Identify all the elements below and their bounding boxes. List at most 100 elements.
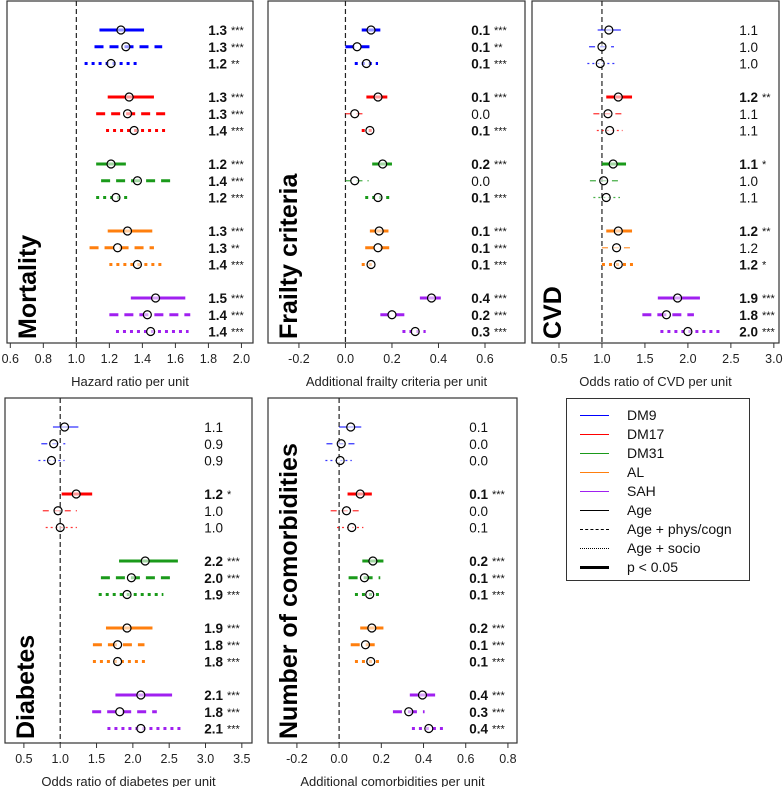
significance-stars: *** — [227, 690, 241, 702]
estimate-label: 1.0 — [739, 40, 758, 55]
significance-stars: * — [762, 159, 767, 171]
point-estimate — [49, 439, 59, 449]
estimate-label: 1.9 — [204, 588, 223, 603]
point-estimate — [140, 556, 150, 566]
estimate-label: 1.1 — [739, 124, 758, 139]
legend-swatch — [580, 529, 609, 530]
significance-stars: *** — [231, 226, 245, 238]
estimate-label: 1.8 — [204, 638, 223, 653]
row-dm9-model-2: 0.9 — [41, 437, 223, 452]
estimate-label: 1.4 — [208, 174, 227, 189]
legend: DM9 DM17 DM31 AL SAH Age Age + phys/cogn… — [566, 398, 750, 581]
row-dm31-model-2: 2.0 *** — [100, 571, 241, 586]
significance-stars: *** — [494, 25, 508, 37]
point-estimate — [106, 58, 116, 69]
estimate-label: 2.2 — [204, 554, 223, 569]
legend-label: DM31 — [627, 445, 665, 461]
significance-stars: *** — [492, 623, 506, 635]
estimate-label: 0.1 — [469, 420, 488, 435]
estimate-label: 0.1 — [471, 90, 490, 105]
row-dm9-model-2: 0.0 — [326, 437, 488, 452]
row-sah-model-3: 0.4 *** — [411, 722, 506, 737]
row-dm31-model-2: 0.1 *** — [348, 571, 506, 586]
x-tick-label: 3.5 — [233, 752, 250, 766]
row-dm9-model-3: 1.2 ** — [84, 57, 240, 72]
point-estimate — [59, 422, 70, 432]
significance-stars: *** — [231, 126, 245, 138]
point-estimate — [603, 109, 613, 119]
row-sah-model-1: 1.9 *** — [657, 291, 776, 306]
significance-stars: *** — [494, 92, 508, 104]
point-estimate — [46, 455, 57, 466]
significance-stars: ** — [494, 42, 503, 54]
point-estimate — [129, 125, 139, 136]
x-tick-label: 0.4 — [415, 752, 432, 766]
significance-stars: *** — [762, 327, 776, 339]
row-al-model-1: 1.3 *** — [107, 224, 245, 239]
estimate-label: 2.0 — [204, 571, 223, 586]
point-estimate — [373, 92, 383, 102]
row-dm31-model-1: 2.2 *** — [119, 554, 241, 569]
estimate-label: 0.0 — [471, 107, 490, 122]
point-estimate — [360, 640, 371, 650]
row-dm9-model-3: 0.1 *** — [354, 57, 508, 72]
significance-stars: *** — [227, 590, 241, 602]
significance-stars: *** — [494, 126, 508, 138]
row-sah-model-2: 0.2 *** — [380, 308, 508, 323]
x-tick-label: 1.5 — [636, 352, 653, 366]
significance-stars: *** — [492, 724, 506, 736]
point-estimate — [613, 226, 623, 236]
estimate-label: 1.0 — [204, 504, 223, 519]
legend-swatch — [580, 472, 609, 473]
point-estimate — [410, 326, 420, 337]
panel-title: Mortality — [14, 235, 42, 339]
point-estimate — [599, 176, 609, 186]
estimate-label: 0.2 — [469, 554, 488, 569]
row-dm31-model-2: 1.0 — [589, 174, 758, 189]
significance-stars: *** — [494, 159, 508, 171]
estimate-label: 1.8 — [739, 308, 758, 323]
panel-frame — [267, 397, 518, 744]
x-tick-label: 1.0 — [52, 752, 69, 766]
estimate-label: 1.5 — [208, 291, 227, 306]
significance-stars: *** — [494, 243, 508, 255]
legend-swatch — [580, 548, 609, 549]
estimate-label: 0.4 — [471, 291, 490, 306]
significance-stars: *** — [494, 59, 508, 71]
significance-stars: *** — [494, 327, 508, 339]
estimate-label: 0.9 — [204, 437, 223, 452]
estimate-label: 0.2 — [471, 157, 490, 172]
point-estimate — [661, 310, 672, 320]
estimate-label: 1.3 — [208, 107, 227, 122]
row-al-model-2: 1.3 ** — [89, 241, 240, 256]
row-al-model-3: 1.8 *** — [92, 655, 241, 670]
point-estimate — [404, 707, 414, 717]
x-tick-label: 0.0 — [337, 352, 354, 366]
row-sah-model-2: 1.8 *** — [92, 705, 241, 720]
point-estimate — [595, 58, 605, 69]
x-tick-label: 1.4 — [134, 352, 151, 366]
point-estimate — [335, 455, 345, 466]
point-estimate — [365, 589, 375, 600]
row-dm9-model-3: 1.0 — [587, 57, 758, 72]
x-axis-label: Additional comorbidities per unit — [300, 774, 485, 787]
row-dm17-model-3: 0.1 — [337, 521, 488, 536]
point-estimate — [136, 690, 146, 700]
significance-stars: * — [762, 260, 767, 272]
significance-stars: * — [227, 489, 232, 501]
estimate-label: 0.1 — [471, 40, 490, 55]
point-estimate — [367, 623, 377, 633]
panel-title: Frailty criteria — [275, 173, 303, 339]
row-dm9-model-1: 1.3 *** — [99, 23, 245, 38]
estimate-label: 0.2 — [471, 308, 490, 323]
estimate-label: 1.0 — [204, 521, 223, 536]
row-al-model-1: 0.2 *** — [360, 621, 506, 636]
significance-stars: *** — [227, 707, 241, 719]
point-estimate — [116, 25, 126, 35]
point-estimate — [142, 310, 152, 320]
estimate-label: 0.3 — [469, 705, 488, 720]
x-tick-label: 2.5 — [722, 352, 739, 366]
estimate-label: 1.8 — [204, 705, 223, 720]
significance-stars: *** — [231, 193, 245, 205]
point-estimate — [374, 226, 384, 236]
